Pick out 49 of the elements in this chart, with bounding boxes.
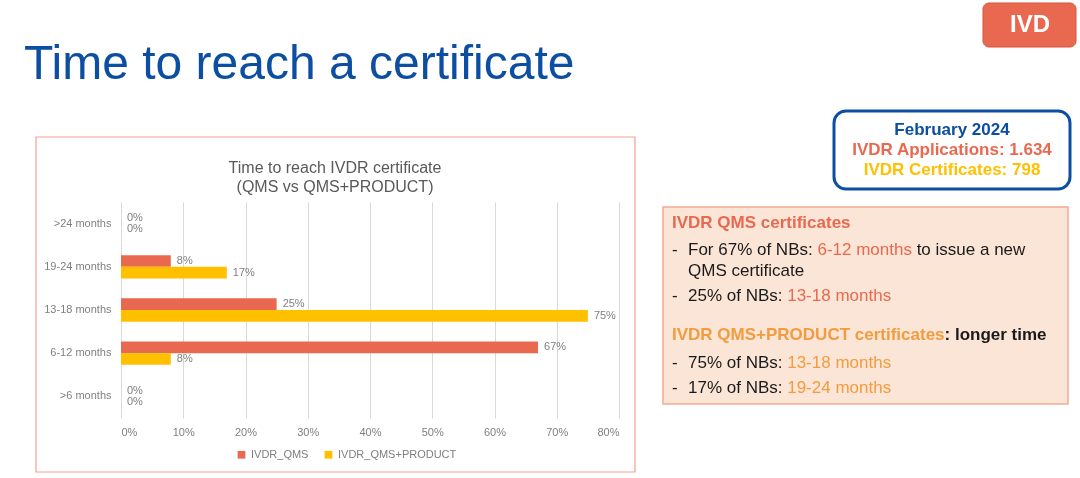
x-tick-label: 20% <box>234 425 258 438</box>
text: IVDR Applications: 1.634 <box>852 140 1053 159</box>
data-label: 17% <box>232 265 256 278</box>
text: 17% of NBs: <box>688 378 783 397</box>
y-tick-label: 6-12 months <box>50 346 112 359</box>
text: For 67% of NBs: <box>688 240 813 259</box>
x-tick-label: 30% <box>297 425 320 438</box>
x-tick-label: 10% <box>172 425 195 438</box>
data-label: 75% <box>593 308 617 321</box>
y-tick-label: 13-18 months <box>44 303 112 315</box>
text: : longer time <box>944 325 1047 344</box>
text: IVDR Certificates: 798 <box>863 160 1041 179</box>
data-label: 8% <box>176 253 193 266</box>
data-label: 25% <box>282 297 305 310</box>
chart-subtitle: Time to reach IVDR certificate (QMS vs QMS+PRODUCT) <box>228 159 442 195</box>
x-tick-label: 60% <box>483 425 507 438</box>
chart-title: Time to reach a certificate <box>24 36 575 89</box>
x-tick-label: 0% <box>121 425 138 438</box>
text: 25% of NBs: <box>688 286 783 305</box>
y-tick-label: 19-24 months <box>44 259 112 272</box>
text: QMS certificate <box>688 261 805 280</box>
text: 13-18 months <box>787 353 892 372</box>
text: IVDR QMS certificates <box>672 213 851 232</box>
data-label: 0% <box>127 395 144 408</box>
text: IVD <box>1009 10 1051 37</box>
legend-label: IVDR_QMS+PRODUCT <box>338 447 457 460</box>
text: 6-12 months <box>817 240 912 259</box>
data-label: 67% <box>544 340 567 353</box>
data-label: 0% <box>127 210 144 223</box>
text: IVDR QMS+PRODUCT certificates <box>672 325 945 344</box>
text: 75% of NBs: <box>688 353 783 372</box>
data-label: 0% <box>127 383 144 396</box>
legend-label: IVDR_QMS <box>251 447 309 460</box>
text: February 2024 <box>894 120 1011 139</box>
text: - <box>672 286 678 305</box>
text: to issue a new <box>916 240 1027 259</box>
data-label: 8% <box>176 352 193 365</box>
text: - <box>672 240 678 259</box>
y-tick-label: >24 months <box>53 216 112 229</box>
text: 19-24 months <box>787 378 892 397</box>
text: - <box>672 353 678 372</box>
text: 13-18 months <box>787 286 892 305</box>
x-tick-label: 50% <box>421 425 444 438</box>
x-tick-label: 40% <box>359 425 382 438</box>
data-label: 0% <box>127 222 144 235</box>
x-tick-label: 80% <box>597 425 620 438</box>
text: - <box>672 378 678 397</box>
y-tick-label: >6 months <box>59 389 112 402</box>
x-tick-label: 70% <box>546 425 569 438</box>
